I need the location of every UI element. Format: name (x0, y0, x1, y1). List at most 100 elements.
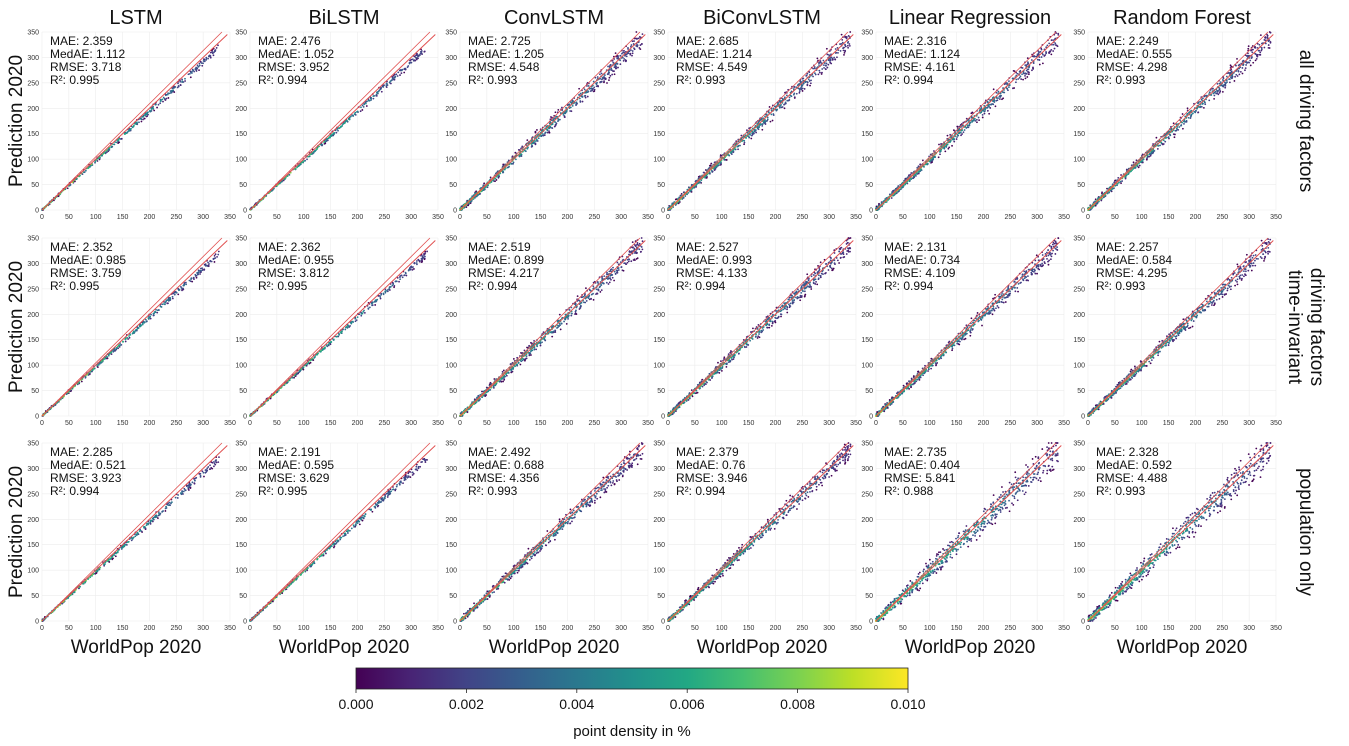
x-tick-label: 350 (432, 420, 444, 427)
scatter-point (848, 43, 851, 45)
scatter-point (965, 127, 968, 129)
x-tick-label: 200 (770, 214, 782, 221)
scatter-point (1028, 71, 1030, 74)
scatter-point (369, 97, 372, 100)
scatter-point (565, 110, 568, 113)
scatter-point (405, 274, 408, 277)
scatter-point (607, 65, 609, 68)
scatter-point (165, 97, 168, 100)
scatter-point (1168, 137, 1170, 140)
scatter-point (111, 145, 114, 148)
scatter-point (1056, 45, 1059, 48)
scatter-point (633, 47, 635, 50)
scatter-point (281, 180, 283, 183)
scatter-point (624, 59, 627, 62)
scatter-point (988, 112, 991, 115)
scatter-point (344, 328, 347, 331)
scatter-point (1003, 91, 1006, 94)
scatter-point (757, 128, 760, 131)
scatter-point (612, 61, 615, 64)
scatter-point (199, 273, 201, 275)
scatter-point (140, 120, 143, 123)
scatter-point (365, 105, 368, 107)
scatter-point (1222, 84, 1225, 87)
scatter-point (385, 85, 388, 87)
x-tick-label: 50 (1111, 214, 1119, 221)
scatter-point (824, 68, 827, 71)
y-tick-label: 300 (445, 55, 457, 62)
scatter-point (783, 103, 785, 106)
scatter-point (1199, 100, 1202, 103)
scatter-point (112, 350, 115, 353)
scatter-point (465, 206, 468, 208)
metric-label: R²: 0.995 (50, 279, 100, 293)
scatter-point (375, 94, 378, 97)
scatter-point (184, 80, 186, 82)
scatter-point (190, 278, 192, 281)
x-tick-label: 300 (1243, 214, 1255, 221)
scatter-point (354, 111, 357, 114)
scatter-point (1180, 124, 1183, 126)
scatter-point (554, 111, 557, 114)
scatter-point (96, 366, 99, 369)
scatter-point (103, 358, 106, 360)
scatter-point (1186, 107, 1189, 110)
reference-line (41, 31, 223, 211)
scatter-point (818, 61, 821, 64)
y-tick-label: 50 (31, 388, 39, 395)
x-tick-label: 50 (483, 214, 491, 221)
y-tick-label: 150 (235, 337, 247, 344)
scatter-point (953, 140, 956, 143)
panel: 0 50 100 150 200 250 300 3500501001502002503003… (235, 236, 444, 428)
scatter-point (1224, 84, 1227, 87)
scatter-point (98, 157, 100, 159)
scatter-point (142, 114, 145, 117)
scatter-point (207, 261, 209, 264)
scatter-point (598, 73, 601, 76)
scatter-point (984, 110, 986, 112)
scatter-point (1053, 47, 1056, 50)
scatter-point (1125, 174, 1128, 177)
scatter-point (181, 78, 184, 81)
scatter-point (75, 178, 78, 181)
scatter-point (641, 43, 643, 45)
scatter-point (636, 44, 639, 47)
scatter-point (1043, 55, 1046, 57)
scatter-point (836, 56, 838, 59)
scatter-point (467, 204, 470, 207)
scatter-point (1255, 57, 1258, 60)
metric-label: MAE: 2.352 (50, 240, 113, 254)
y-tick-label: 150 (445, 131, 457, 138)
scatter-point (486, 186, 489, 189)
scatter-point (162, 100, 164, 103)
x-tick-label: 350 (224, 214, 236, 221)
scatter-point (194, 273, 197, 276)
scatter-point (990, 103, 993, 106)
scatter-point (720, 162, 722, 165)
y-tick-label: 300 (653, 55, 665, 62)
scatter-point (971, 120, 974, 123)
scatter-point (558, 118, 561, 121)
scatter-point (379, 297, 382, 300)
scatter-point (769, 120, 772, 123)
scatter-point (1219, 81, 1222, 84)
scatter-point (166, 302, 169, 305)
scatter-point (680, 193, 683, 195)
scatter-point (124, 340, 127, 343)
y-tick-label: 350 (445, 30, 457, 37)
scatter-point (338, 127, 341, 130)
x-tick-label: 300 (1031, 214, 1043, 221)
panels: 0 50 100 150 200 250 300 3500501001502002503003… (27, 30, 1282, 659)
scatter-point (1038, 51, 1041, 54)
scatter-point (946, 134, 949, 137)
scatter-point (1221, 90, 1224, 93)
scatter-point (914, 173, 917, 176)
scatter-point (207, 55, 210, 58)
scatter-point (717, 164, 720, 167)
scatter-point (563, 116, 566, 118)
scatter-point (1150, 152, 1153, 155)
y-tick-label: 350 (27, 236, 39, 243)
scatter-point (913, 176, 916, 179)
scatter-point (1026, 68, 1029, 71)
scatter-point (470, 200, 473, 202)
